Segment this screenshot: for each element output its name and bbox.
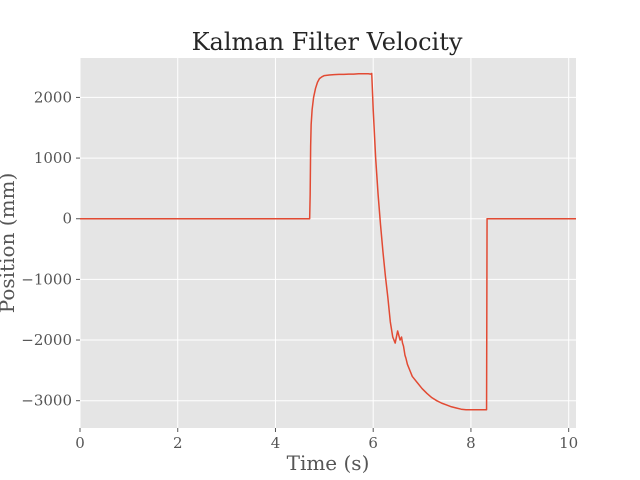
series-line [80, 72, 576, 411]
y-tick-label: 1000 [34, 149, 72, 167]
axis-ticks: 0 2 4 6 8 10 −3000 −2000 −1000 0 1000 2000 [21, 88, 578, 452]
y-tick-label: −2000 [21, 331, 72, 349]
plot-area [80, 58, 576, 428]
y-tick-label: 0 [62, 210, 72, 228]
y-axis-label: Position (mm) [0, 173, 19, 314]
y-tick-label: −3000 [21, 392, 72, 410]
x-tick-label: 2 [173, 434, 183, 452]
x-tick-label: 6 [368, 434, 378, 452]
x-tick-label: 4 [271, 434, 281, 452]
x-tick-label: 10 [559, 434, 578, 452]
x-tick-label: 8 [466, 434, 476, 452]
y-tick-label: 2000 [34, 88, 72, 106]
y-tick-label: −1000 [21, 270, 72, 288]
chart-title: Kalman Filter Velocity [192, 28, 463, 56]
x-tick-label: 0 [75, 434, 85, 452]
x-axis-label: Time (s) [287, 451, 370, 475]
